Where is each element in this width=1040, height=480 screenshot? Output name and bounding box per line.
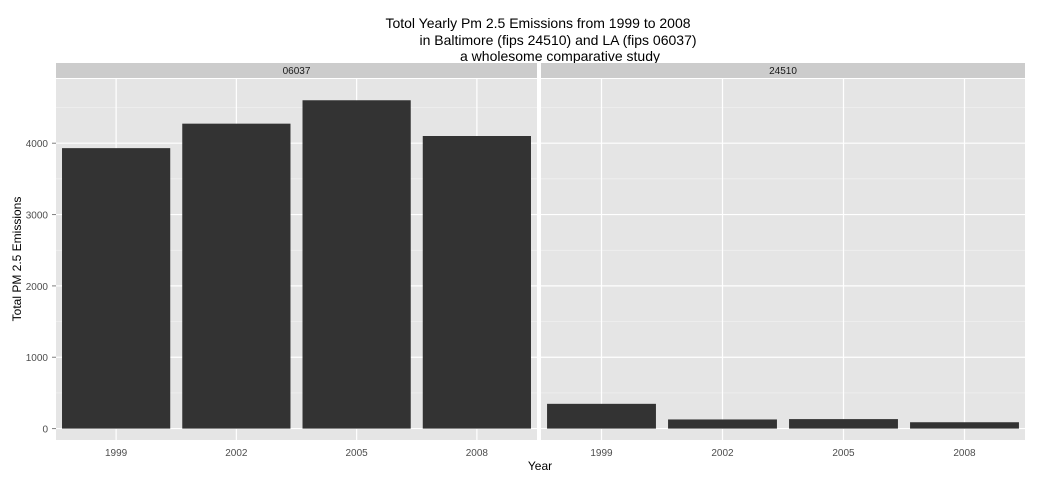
x-tick-label: 2008: [466, 448, 489, 459]
chart-title-line-1: Totol Yearly Pm 2.5 Emissions from 1999 …: [385, 15, 690, 31]
facet-strip: [541, 63, 1025, 78]
x-tick-label: 2002: [225, 448, 248, 459]
facet-panels: 06037 1999 2002 2005 2008 24510 1999 2002 2005 20…: [26, 63, 1025, 459]
y-tick-label: 4000: [26, 139, 49, 150]
facet-strip: [56, 63, 537, 78]
x-tick-label: 2008: [953, 448, 976, 459]
y-axis-title: Total PM 2.5 Emissions: [10, 197, 24, 322]
x-axis-title: Year: [528, 459, 552, 473]
bar-24510-2002: [668, 419, 777, 429]
chart-title-line-2: in Baltimore (fips 24510) and LA (fips 0…: [419, 32, 696, 48]
x-tick-label: 2005: [832, 448, 855, 459]
facet-24510: 24510 1999 2002 2005 2008: [541, 63, 1025, 459]
y-tick-label: 2000: [26, 282, 49, 293]
panel-background: [541, 79, 1025, 440]
facet-06037: 06037 1999 2002 2005 2008: [56, 63, 537, 459]
bar-06037-2008: [422, 136, 531, 429]
bar-24510-1999: [547, 403, 656, 429]
x-tick-label: 2005: [346, 448, 369, 459]
bar-24510-2008: [910, 422, 1019, 429]
bar-06037-2002: [182, 123, 291, 429]
x-tick-label: 1999: [105, 448, 128, 459]
x-tick-label: 1999: [590, 448, 613, 459]
bar-06037-1999: [62, 148, 171, 429]
facet-strip-label: 06037: [283, 66, 311, 77]
y-tick-label: 1000: [26, 353, 49, 364]
chart-title: Totol Yearly Pm 2.5 Emissions from 1999 …: [385, 15, 696, 64]
y-tick-label: 0: [42, 425, 48, 436]
chart-title-line-3: a wholesome comparative study: [460, 48, 660, 64]
bar-24510-2005: [789, 419, 898, 429]
y-tick-label: 3000: [26, 211, 49, 222]
bar-06037-2005: [302, 100, 411, 429]
facet-strip-label: 24510: [769, 66, 797, 77]
x-tick-label: 2002: [711, 448, 734, 459]
